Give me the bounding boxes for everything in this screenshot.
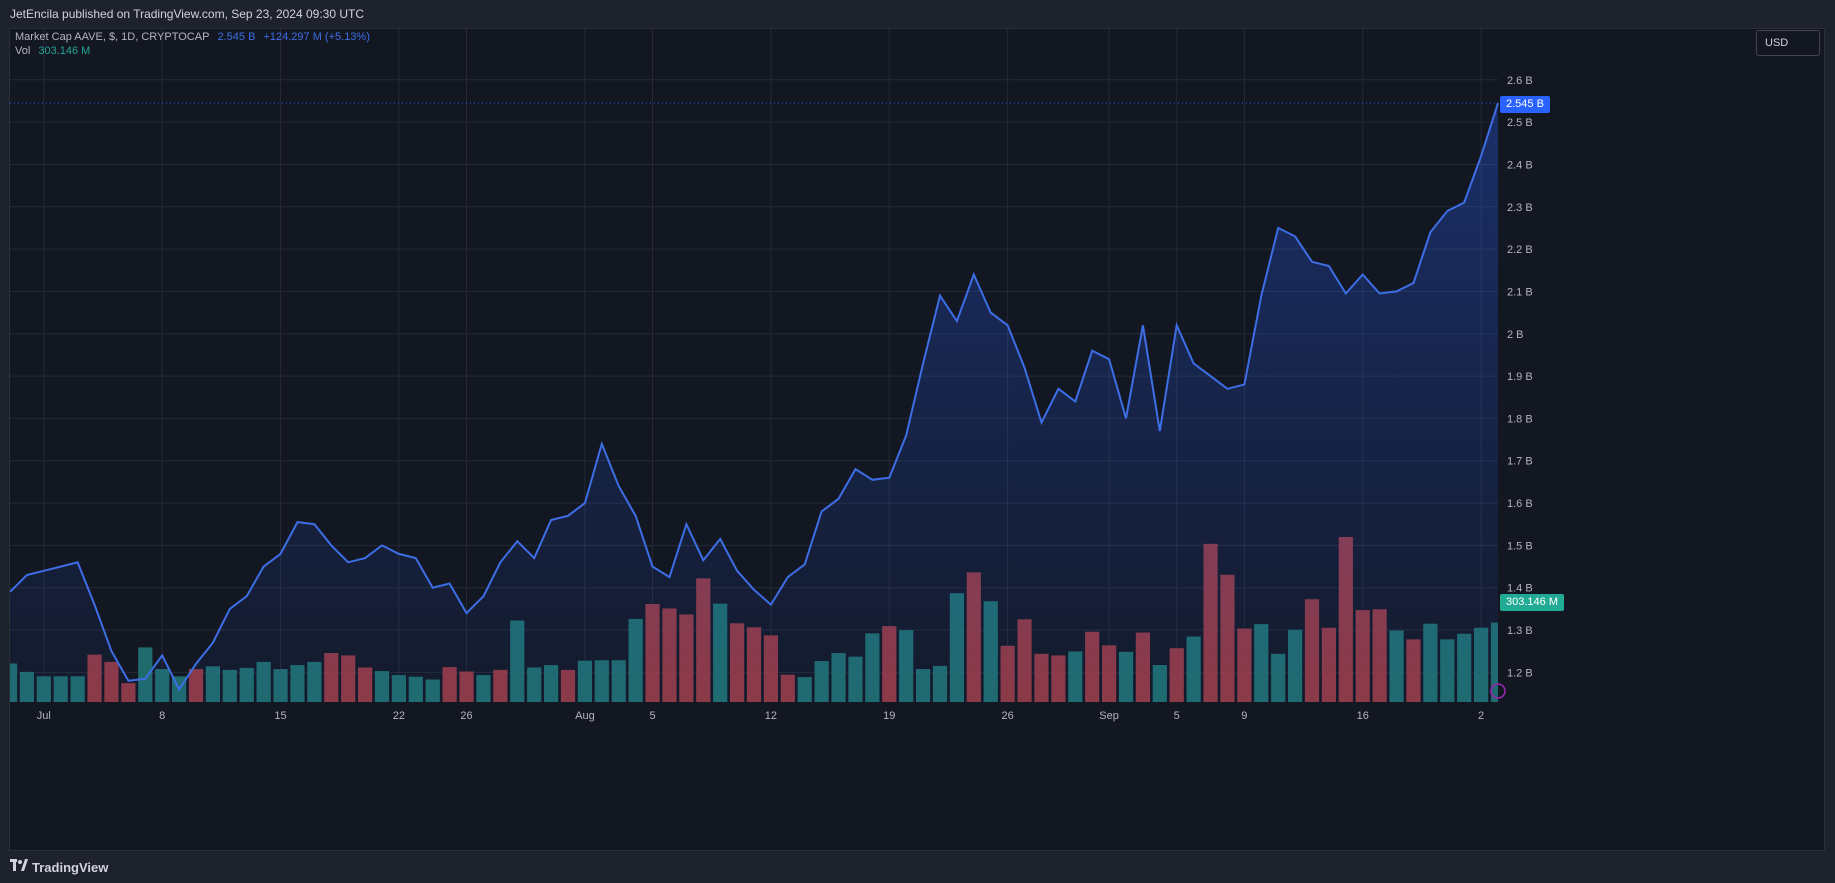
x-tick-label: 8 <box>159 710 165 722</box>
y-tick-label: 1.9 B <box>1507 371 1533 383</box>
legend-change: +124.297 M (+5.13%) <box>263 31 370 43</box>
legend-vol-value: 303.146 M <box>38 45 91 57</box>
legend-volume: Vol 303.146 M <box>15 45 95 57</box>
currency-selector-button[interactable]: USD <box>1756 30 1820 56</box>
y-tick-label: 2.5 B <box>1507 117 1533 129</box>
y-tick-label: 2.3 B <box>1507 202 1533 214</box>
price-axis-labels: 2.6 B 2.5 B 2.4 B 2.3 B 2.2 B 2.1 B 2 B 1.9 B 1.… <box>1507 75 1533 680</box>
x-tick-label: 26 <box>460 710 472 722</box>
y-tick-label: 1.2 B <box>1507 667 1533 679</box>
x-tick-label: 5 <box>649 710 655 722</box>
legend-value: 2.545 B <box>217 31 256 43</box>
chart-frame[interactable]: 2.6 B 2.5 B 2.4 B 2.3 B 2.2 B 2.1 B 2 B 1.9 B 1.… <box>9 28 1825 851</box>
y-tick-label: 2 B <box>1507 329 1524 341</box>
y-tick-label: 1.7 B <box>1507 456 1533 468</box>
x-tick-label: 19 <box>883 710 895 722</box>
market-cap-line <box>10 102 1499 692</box>
footer: TradingView <box>0 851 1835 883</box>
x-tick-label: 16 <box>1357 710 1369 722</box>
x-tick-label: Jul <box>37 710 51 722</box>
indicator-marker[interactable] <box>1490 683 1506 699</box>
time-axis-labels: Jul 8 15 22 26 Aug 5 12 19 26 Sep 5 9 16 2 <box>37 710 1484 722</box>
footer-brand[interactable]: TradingView <box>32 860 109 875</box>
y-tick-label: 1.5 B <box>1507 540 1533 552</box>
y-tick-label: 1.4 B <box>1507 583 1533 595</box>
x-tick-label: Sep <box>1099 710 1119 722</box>
last-volume-tag: 303.146 M <box>1500 594 1564 611</box>
y-tick-label: 1.8 B <box>1507 413 1533 425</box>
y-tick-label: 1.3 B <box>1507 625 1533 637</box>
y-tick-label: 2.6 B <box>1507 75 1533 87</box>
x-tick-label: 2 <box>1478 710 1484 722</box>
x-tick-label: 5 <box>1174 710 1180 722</box>
y-tick-label: 2.1 B <box>1507 286 1533 298</box>
market-cap-area <box>10 103 1498 703</box>
x-tick-label: 9 <box>1241 710 1247 722</box>
x-tick-label: 15 <box>274 710 286 722</box>
x-tick-label: 22 <box>393 710 405 722</box>
legend-main: Market Cap AAVE, $, 1D, CRYPTOCAP 2.545 … <box>15 31 375 43</box>
last-price-tag: 2.545 B <box>1500 96 1550 113</box>
price-chart[interactable]: 2.6 B 2.5 B 2.4 B 2.3 B 2.2 B 2.1 B 2 B 1.9 B 1.… <box>10 29 1826 852</box>
x-tick-label: 12 <box>765 710 777 722</box>
x-tick-label: Aug <box>575 710 595 722</box>
y-tick-label: 2.2 B <box>1507 244 1533 256</box>
top-bar: JetEncila published on TradingView.com, … <box>0 0 1835 28</box>
tradingview-logo-icon[interactable] <box>10 859 28 873</box>
y-tick-label: 2.4 B <box>1507 159 1533 171</box>
legend-vol-label: Vol <box>15 45 31 57</box>
x-tick-label: 26 <box>1002 710 1014 722</box>
legend-title: Market Cap AAVE, $, 1D, CRYPTOCAP <box>15 31 210 43</box>
publish-info: JetEncila published on TradingView.com, … <box>10 7 364 21</box>
y-tick-label: 1.6 B <box>1507 498 1533 510</box>
